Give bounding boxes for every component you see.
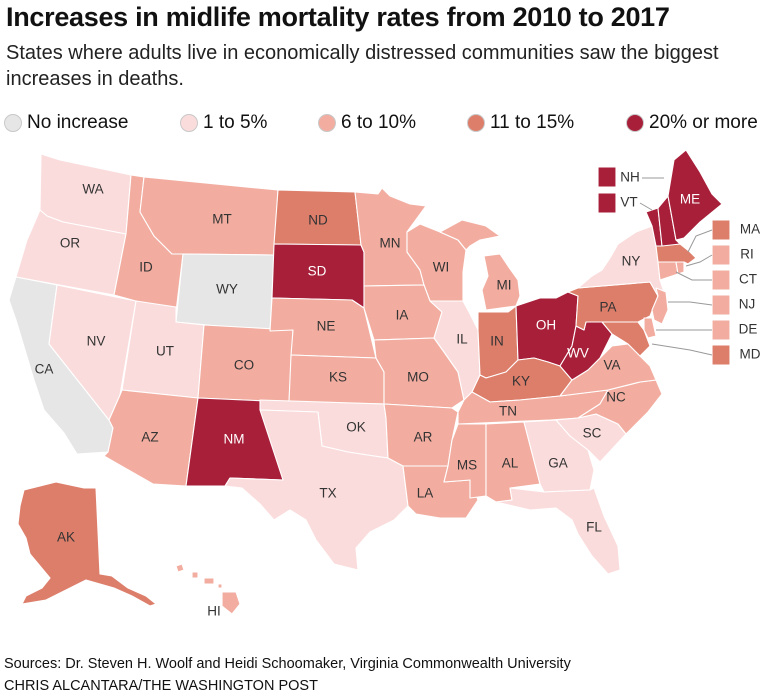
callout-box-RI xyxy=(711,244,731,266)
legend-swatch xyxy=(4,114,22,132)
legend-label: 20% or more xyxy=(649,112,758,133)
state-NJ xyxy=(651,287,669,325)
state-label-KY: KY xyxy=(512,374,530,389)
state-label-AR: AR xyxy=(414,430,433,445)
legend-swatch xyxy=(180,114,198,132)
callout-label-NH: NH xyxy=(620,170,640,185)
state-MI xyxy=(439,219,521,311)
legend-swatch xyxy=(318,114,336,132)
callout-box-MD xyxy=(711,344,731,366)
state-label-IA: IA xyxy=(396,308,409,323)
state-label-SC: SC xyxy=(583,426,602,441)
state-label-KS: KS xyxy=(329,370,347,385)
callout-label-MA: MA xyxy=(740,222,760,237)
state-label-MT: MT xyxy=(212,212,232,227)
legend-item-1-to-5: 1 to 5% xyxy=(180,112,267,134)
state-HI xyxy=(175,563,241,615)
credit-line: CHRIS ALCANTARA/THE WASHINGTON POST xyxy=(4,678,318,694)
state-label-WY: WY xyxy=(216,282,238,297)
legend-label: 11 to 15% xyxy=(490,112,575,133)
callout-label-RI: RI xyxy=(740,247,754,262)
state-TX xyxy=(224,409,409,571)
legend-label: 1 to 5% xyxy=(203,112,268,133)
state-label-MS: MS xyxy=(457,458,477,473)
state-label-IL: IL xyxy=(456,332,468,347)
state-label-CA: CA xyxy=(35,362,54,377)
callout-label-DE: DE xyxy=(739,322,758,337)
legend-label: No increase xyxy=(27,112,129,133)
state-label-NE: NE xyxy=(317,319,336,334)
state-label-AZ: AZ xyxy=(141,430,158,445)
legend-label: 6 to 10% xyxy=(341,112,416,133)
state-MA xyxy=(655,243,697,265)
callout-leader-lines xyxy=(651,229,713,356)
callout-box-VT xyxy=(597,192,617,214)
legend-item-11-to-15: 11 to 15% xyxy=(467,112,574,134)
callout-box-CT xyxy=(711,269,731,291)
map-subtitle: States where adults live in economically… xyxy=(6,42,719,90)
state-label-MI: MI xyxy=(497,278,512,293)
state-label-VA: VA xyxy=(603,358,620,373)
state-label-TX: TX xyxy=(319,486,336,501)
callout-box-NJ xyxy=(711,294,731,316)
state-label-GA: GA xyxy=(548,456,568,471)
state-label-MN: MN xyxy=(380,236,401,251)
state-label-AK: AK xyxy=(57,530,75,545)
state-label-ME: ME xyxy=(680,192,700,207)
callout-label-NJ: NJ xyxy=(739,297,756,312)
callout-label-CT: CT xyxy=(739,272,757,287)
state-FL xyxy=(495,487,621,575)
state-label-NC: NC xyxy=(606,390,626,405)
source-note: Sources: Dr. Steven H. Woolf and Heidi S… xyxy=(4,656,571,672)
state-label-HI: HI xyxy=(207,604,221,619)
state-label-ID: ID xyxy=(139,260,153,275)
state-label-FL: FL xyxy=(586,520,602,535)
legend: No increase 1 to 5% 6 to 10% 11 to 15% 2… xyxy=(4,112,768,134)
us-map: WA OR CA NV ID MT WY UT AZ CO NM ND SD N… xyxy=(8,149,761,619)
state-label-PA: PA xyxy=(599,300,616,315)
state-label-NY: NY xyxy=(622,254,641,269)
state-label-WV: WV xyxy=(567,346,589,361)
state-label-NV: NV xyxy=(87,334,106,349)
state-label-IN: IN xyxy=(490,334,504,349)
state-label-UT: UT xyxy=(156,344,174,359)
state-DE xyxy=(643,317,657,339)
state-label-ND: ND xyxy=(308,213,328,228)
state-WI xyxy=(406,223,467,302)
legend-item-20-or-more: 20% or more xyxy=(626,112,758,134)
state-label-LA: LA xyxy=(417,486,434,501)
state-label-OR: OR xyxy=(60,236,81,251)
legend-swatch xyxy=(467,114,485,132)
state-ME xyxy=(667,149,723,241)
state-MD xyxy=(601,321,651,357)
state-label-CO: CO xyxy=(234,358,254,373)
state-CT xyxy=(657,261,679,281)
callout-box-DE xyxy=(711,319,731,341)
state-label-AL: AL xyxy=(502,456,519,471)
state-label-OH: OH xyxy=(536,318,556,333)
state-label-MO: MO xyxy=(407,370,429,385)
state-VT xyxy=(645,207,663,247)
callout-label-MD: MD xyxy=(740,347,761,362)
state-label-WA: WA xyxy=(82,182,103,197)
callout-box-NH xyxy=(597,166,617,188)
state-MT xyxy=(139,176,279,256)
state-AK xyxy=(17,481,157,607)
state-label-TN: TN xyxy=(499,404,517,419)
legend-item-no-increase: No increase xyxy=(4,112,128,134)
state-label-SD: SD xyxy=(308,264,327,279)
callout-label-VT: VT xyxy=(620,195,637,210)
legend-item-6-to-10: 6 to 10% xyxy=(318,112,416,134)
map-title: Increases in midlife mortality rates fro… xyxy=(6,2,670,32)
state-label-NM: NM xyxy=(224,432,245,447)
state-label-WI: WI xyxy=(433,260,450,275)
legend-swatch xyxy=(626,114,644,132)
state-label-OK: OK xyxy=(346,420,366,435)
callout-box-MA xyxy=(711,219,731,241)
